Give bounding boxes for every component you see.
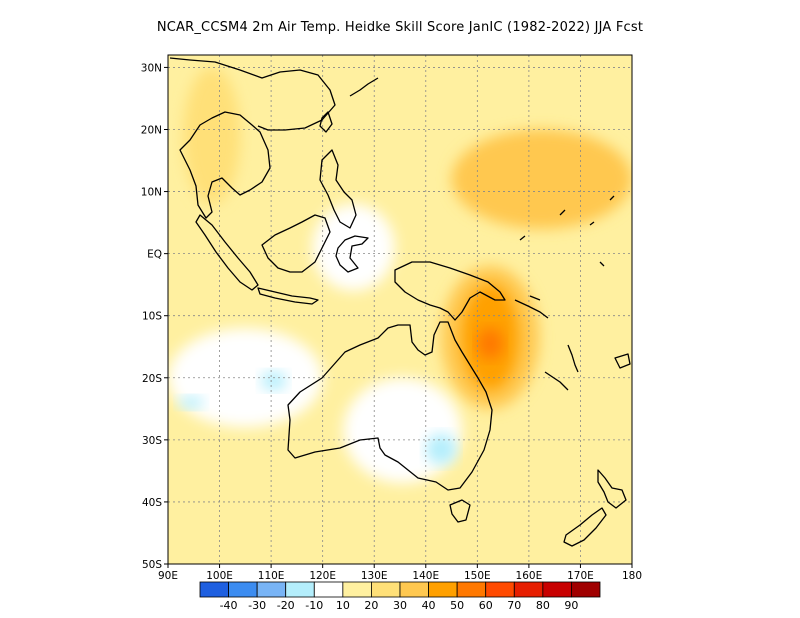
colorbar-label: -40: [220, 599, 238, 612]
coastline-java: [257, 287, 319, 305]
coastline-taiwan: [319, 111, 333, 133]
coastline-new-zealand-south: [563, 507, 607, 547]
coastline-japan-ryukyu: [349, 77, 379, 97]
lat-tick-label: 30N: [141, 62, 162, 74]
skill-region: [343, 377, 462, 484]
skill-field-layer: [168, 55, 632, 564]
coastline-new-caledonia: [544, 371, 569, 391]
colorbar-label: 60: [479, 599, 493, 612]
coastline-fiji: [614, 353, 631, 369]
colorbar-swatch: [313, 581, 344, 598]
lat-tick-label: 10N: [141, 187, 162, 199]
colorbar-swatch: [342, 581, 372, 598]
coastline-sumatra: [195, 214, 259, 291]
coastline-borneo: [261, 214, 331, 273]
coastline-china: [169, 57, 336, 131]
lon-tick-label: 160E: [516, 570, 543, 582]
coastline-solomon-islands: [514, 295, 549, 319]
coastline-new-guinea: [394, 261, 506, 321]
coastline-micronesia: [519, 195, 615, 267]
colorbar-label: 50: [450, 599, 464, 612]
longitude-labels: 90E 100E 110E 120E 130E 140E 150E 160E 170E 180: [158, 570, 642, 582]
coastline-philippines: [319, 149, 357, 229]
colorbar-labels: -40 -30 -20 -10 10 20 30 40 50 60 70 80 90: [220, 599, 579, 612]
colorbar-swatch: [542, 581, 572, 598]
lon-tick-label: 140E: [412, 570, 439, 582]
lat-tick-label: 10S: [142, 311, 162, 323]
map-frame: [167, 54, 633, 565]
colorbar: [199, 581, 601, 598]
coastline-sulawesi: [335, 235, 369, 273]
lat-tick-label: 20S: [142, 373, 162, 385]
colorbar-swatch: [485, 581, 515, 598]
lon-tick-label: 170E: [567, 570, 594, 582]
skill-region: [178, 396, 205, 409]
colorbar-swatch: [571, 581, 601, 598]
skill-region: [425, 433, 457, 465]
colorbar-label: 40: [422, 599, 436, 612]
coastline-vanuatu: [567, 344, 579, 373]
axis-ticks: [164, 66, 633, 568]
skill-region: [312, 203, 395, 291]
lon-tick-label: 150E: [464, 570, 491, 582]
colorbar-swatch: [199, 581, 229, 598]
colorbar-label: 20: [364, 599, 378, 612]
lat-tick-label: 30S: [142, 435, 162, 447]
gridlines: [168, 55, 632, 564]
lon-tick-label: 130E: [361, 570, 388, 582]
colorbar-swatch: [399, 581, 429, 598]
coastlines: [169, 57, 631, 547]
lat-tick-label: 40S: [142, 497, 162, 509]
skill-region: [260, 371, 287, 391]
colorbar-swatch: [513, 581, 544, 598]
colorbar-label: 90: [564, 599, 578, 612]
colorbar-swatch: [456, 581, 487, 598]
lat-tick-label: EQ: [147, 249, 162, 261]
colorbar-label: 10: [336, 599, 350, 612]
colorbar-swatch: [256, 581, 287, 598]
colorbar-label: -30: [248, 599, 266, 612]
lon-tick-label: 120E: [309, 570, 336, 582]
coastline-indochina: [179, 111, 271, 219]
colorbar-label: 70: [507, 599, 521, 612]
skill-region: [477, 328, 504, 360]
colorbar-swatch: [371, 581, 401, 598]
map-title: NCAR_CCSM4 2m Air Temp. Heidke Skill Sco…: [156, 20, 644, 35]
coastline-tasmania: [449, 499, 471, 523]
colorbar-label: -10: [305, 599, 323, 612]
latitude-labels: 30N 20N 10N EQ 10S 20S 30S 40S 50S: [141, 62, 163, 571]
lat-tick-label: 20N: [141, 124, 162, 136]
skill-region: [451, 129, 632, 229]
lat-tick-label: 50S: [142, 559, 162, 571]
colorbar-label: 30: [393, 599, 407, 612]
coastline-australia: [287, 321, 493, 491]
colorbar-swatch: [428, 581, 458, 598]
lon-tick-label: 180: [622, 570, 642, 582]
lon-tick-label: 100E: [206, 570, 233, 582]
lon-tick-label: 90E: [158, 570, 178, 582]
colorbar-swatch: [285, 581, 315, 598]
colorbar-label: 80: [536, 599, 550, 612]
lon-tick-label: 110E: [258, 570, 285, 582]
skill-region: [183, 67, 241, 204]
skill-region: [168, 328, 323, 428]
coastline-new-zealand-north: [597, 469, 627, 509]
colorbar-label: -20: [277, 599, 295, 612]
colorbar-swatch: [228, 581, 258, 598]
